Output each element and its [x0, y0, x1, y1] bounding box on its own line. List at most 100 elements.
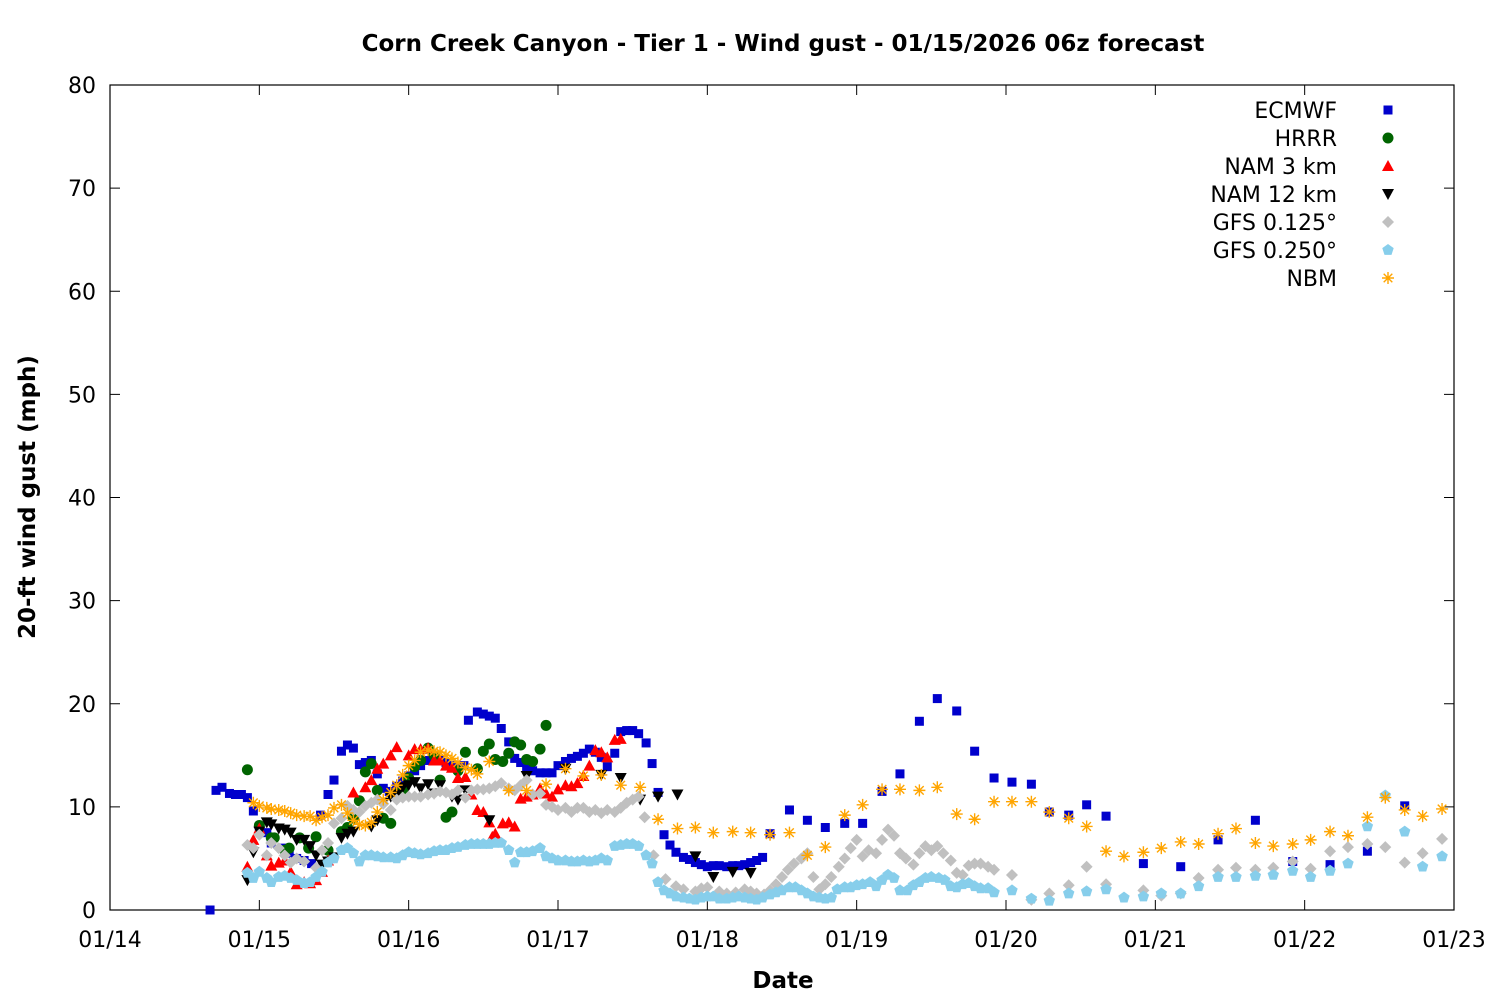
- data-point: [328, 817, 340, 830]
- data-point: [708, 861, 718, 871]
- data-point: [1304, 871, 1317, 882]
- data-point: [414, 746, 427, 759]
- chart-title: Corn Creek Canyon - Tier 1 - Wind gust -…: [362, 31, 1205, 57]
- y-tick-label: 60: [68, 280, 96, 305]
- data-point: [764, 828, 777, 841]
- data-point: [740, 860, 750, 870]
- data-point: [1212, 827, 1225, 840]
- data-point: [1324, 845, 1337, 858]
- data-point: [616, 727, 626, 737]
- data-point: [402, 759, 415, 772]
- data-point: [888, 872, 900, 883]
- y-tick-label: 70: [68, 177, 96, 202]
- data-point: [1192, 880, 1205, 892]
- axes: 0 10 20 30 40 50 60 70 80 01/14 01/15 01/16 01/17 01/…: [68, 74, 1486, 953]
- data-point: [241, 764, 253, 776]
- data-point: [310, 814, 323, 827]
- data-point: [471, 767, 484, 780]
- data-point: [347, 814, 360, 827]
- data-point: [336, 746, 346, 756]
- data-point: [298, 834, 311, 846]
- data-point: [510, 753, 520, 763]
- data-point: [601, 751, 614, 763]
- data-point: [1416, 810, 1429, 823]
- data-point: [1007, 777, 1017, 787]
- data-point: [434, 746, 447, 759]
- data-point: [988, 795, 1001, 808]
- data-point: [970, 746, 980, 756]
- data-point: [253, 865, 265, 877]
- data-point: [952, 706, 962, 716]
- data-point: [248, 806, 258, 816]
- y-tick-label: 40: [68, 487, 96, 512]
- data-point: [434, 754, 447, 766]
- data-point: [876, 833, 889, 846]
- data-point: [459, 761, 472, 774]
- data-point: [758, 852, 768, 862]
- data-point: [322, 809, 335, 822]
- data-point: [262, 828, 272, 838]
- data-point: [988, 863, 1001, 876]
- data-point: [540, 719, 552, 731]
- data-point: [1250, 815, 1260, 825]
- data-point: [1043, 887, 1056, 900]
- data-point: [596, 752, 606, 762]
- data-point: [746, 858, 756, 868]
- data-point: [316, 844, 329, 857]
- data-point: [265, 802, 278, 815]
- data-point: [242, 793, 252, 803]
- data-point: [1100, 883, 1112, 895]
- data-point: [495, 837, 507, 848]
- data-point: [371, 784, 383, 796]
- x-tick-label: 01/17: [526, 928, 589, 953]
- x-tick-label: 01/20: [974, 928, 1037, 953]
- data-point: [622, 726, 632, 736]
- data-point: [371, 762, 384, 774]
- data-point: [396, 768, 409, 781]
- data-point: [801, 849, 814, 862]
- data-point: [932, 694, 942, 704]
- data-point: [671, 822, 684, 835]
- data-point: [414, 783, 427, 795]
- data-point: [490, 713, 500, 723]
- data-point: [1249, 836, 1262, 849]
- data-point: [1101, 811, 1111, 821]
- data-point: [1436, 802, 1449, 815]
- data-point: [205, 905, 215, 915]
- data-point: [1043, 806, 1056, 819]
- data-point: [784, 805, 794, 815]
- data-point: [459, 791, 472, 804]
- data-point: [497, 756, 509, 767]
- data-point: [347, 786, 360, 798]
- data-point: [1324, 864, 1336, 876]
- data-point: [819, 841, 832, 854]
- data-point: [1025, 795, 1038, 808]
- data-point: [632, 840, 645, 851]
- data-point: [894, 884, 906, 896]
- data-point: [477, 806, 490, 818]
- data-point: [520, 784, 533, 797]
- data-point: [1043, 894, 1055, 906]
- data-point: [819, 878, 832, 891]
- data-point: [527, 756, 539, 767]
- data-point: [647, 849, 660, 862]
- data-point: [503, 747, 515, 759]
- data-point: [1267, 861, 1280, 874]
- data-point: [290, 809, 303, 822]
- data-point: [445, 761, 458, 773]
- legend-marker-triangle-down-icon: [1382, 189, 1394, 200]
- data-point: [354, 760, 364, 770]
- data-point: [787, 857, 800, 870]
- data-point: [328, 852, 340, 864]
- data-point: [552, 854, 564, 866]
- data-point: [1155, 842, 1168, 855]
- data-point: [377, 851, 389, 863]
- data-point: [1361, 820, 1374, 832]
- data-point: [384, 749, 397, 761]
- x-tick-label: 01/22: [1273, 928, 1336, 953]
- data-point: [1398, 803, 1411, 816]
- data-point: [677, 883, 690, 896]
- x-tick-label: 01/19: [825, 928, 888, 953]
- data-point: [253, 799, 266, 812]
- data-point: [707, 872, 720, 883]
